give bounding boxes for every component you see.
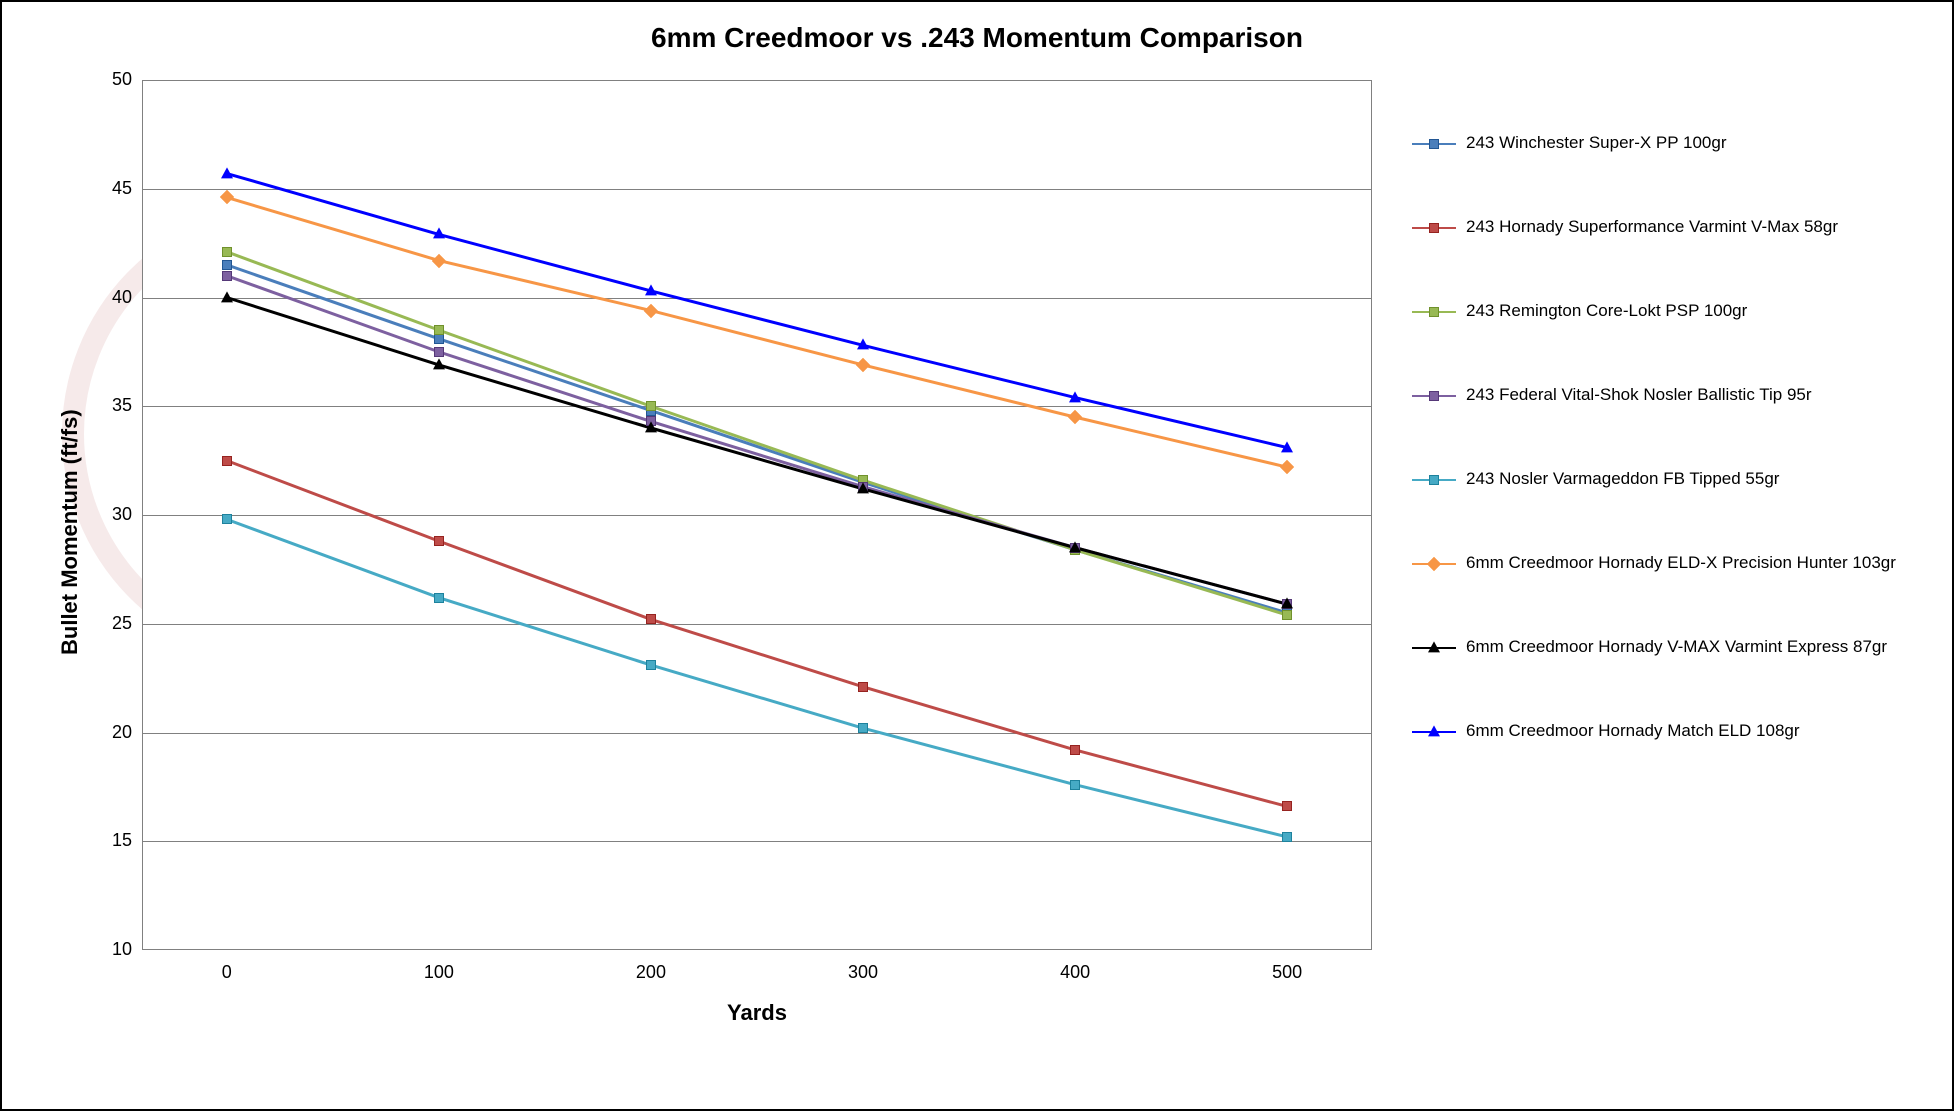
legend-item: 243 Winchester Super-X PP 100gr: [1412, 132, 1896, 154]
series-line: [227, 276, 1287, 604]
data-point: [645, 421, 657, 432]
x-tick-label: 400: [1045, 962, 1105, 983]
y-tick-label: 45: [92, 178, 132, 199]
data-point: [222, 271, 232, 281]
legend-label: 243 Hornady Superformance Varmint V-Max …: [1466, 216, 1838, 237]
data-point: [1281, 598, 1293, 609]
legend-item: 243 Federal Vital-Shok Nosler Ballistic …: [1412, 384, 1896, 406]
data-point: [433, 228, 445, 239]
legend-marker: [1412, 218, 1456, 238]
legend-label: 243 Remington Core-Lokt PSP 100gr: [1466, 300, 1747, 321]
data-point: [434, 593, 444, 603]
data-point: [646, 401, 656, 411]
y-axis-title: Bullet Momentum (ft/fs): [57, 409, 83, 655]
data-point: [646, 614, 656, 624]
x-tick-label: 200: [621, 962, 681, 983]
data-point: [1281, 441, 1293, 452]
y-tick-label: 30: [92, 504, 132, 525]
data-point: [857, 339, 869, 350]
legend-item: 243 Remington Core-Lokt PSP 100gr: [1412, 300, 1896, 322]
data-point: [646, 660, 656, 670]
x-axis-title: Yards: [142, 1000, 1372, 1026]
legend-marker: [1412, 722, 1456, 742]
data-point: [221, 291, 233, 302]
data-point: [1070, 745, 1080, 755]
plot-area: [142, 80, 1372, 950]
legend-marker: [1412, 134, 1456, 154]
legend-label: 6mm Creedmoor Hornady ELD-X Precision Hu…: [1466, 552, 1896, 573]
data-point: [645, 284, 657, 295]
data-point: [1282, 801, 1292, 811]
legend-label: 6mm Creedmoor Hornady Match ELD 108gr: [1466, 720, 1800, 741]
legend-label: 243 Federal Vital-Shok Nosler Ballistic …: [1466, 384, 1812, 405]
legend-marker: [1412, 386, 1456, 406]
data-point: [222, 260, 232, 270]
x-tick-label: 500: [1257, 962, 1317, 983]
data-point: [1069, 391, 1081, 402]
legend-item: 243 Hornady Superformance Varmint V-Max …: [1412, 216, 1896, 238]
x-tick-label: 300: [833, 962, 893, 983]
legend-item: 6mm Creedmoor Hornady V-MAX Varmint Expr…: [1412, 636, 1896, 658]
chart-container: 6mm Creedmoor vs .243 Momentum Compariso…: [0, 0, 1954, 1111]
y-tick-label: 20: [92, 722, 132, 743]
y-tick-label: 40: [92, 287, 132, 308]
legend-marker: [1412, 470, 1456, 490]
data-point: [222, 456, 232, 466]
legend: 243 Winchester Super-X PP 100gr 243 Horna…: [1412, 132, 1896, 804]
legend-marker: [1412, 302, 1456, 322]
legend-item: 6mm Creedmoor Hornady Match ELD 108gr: [1412, 720, 1896, 742]
data-point: [434, 347, 444, 357]
legend-item: 243 Nosler Varmageddon FB Tipped 55gr: [1412, 468, 1896, 490]
data-point: [858, 723, 868, 733]
chart-title: 6mm Creedmoor vs .243 Momentum Compariso…: [2, 22, 1952, 54]
x-tick-label: 100: [409, 962, 469, 983]
legend-label: 243 Winchester Super-X PP 100gr: [1466, 132, 1727, 153]
data-point: [433, 358, 445, 369]
legend-item: 6mm Creedmoor Hornady ELD-X Precision Hu…: [1412, 552, 1896, 574]
y-tick-label: 25: [92, 613, 132, 634]
data-point: [222, 247, 232, 257]
data-point: [858, 682, 868, 692]
data-point: [434, 536, 444, 546]
legend-marker: [1412, 638, 1456, 658]
data-point: [1070, 780, 1080, 790]
legend-marker: [1412, 554, 1456, 574]
legend-label: 6mm Creedmoor Hornady V-MAX Varmint Expr…: [1466, 636, 1887, 657]
series-line: [227, 298, 1287, 605]
y-tick-label: 10: [92, 939, 132, 960]
series-lines: [142, 80, 1372, 950]
data-point: [434, 325, 444, 335]
y-tick-label: 50: [92, 69, 132, 90]
y-tick-label: 15: [92, 830, 132, 851]
data-point: [1069, 541, 1081, 552]
data-point: [1282, 610, 1292, 620]
data-point: [221, 167, 233, 178]
data-point: [857, 482, 869, 493]
series-line: [227, 461, 1287, 807]
data-point: [222, 514, 232, 524]
x-tick-label: 0: [197, 962, 257, 983]
data-point: [1282, 832, 1292, 842]
y-tick-label: 35: [92, 395, 132, 416]
data-point: [434, 334, 444, 344]
legend-label: 243 Nosler Varmageddon FB Tipped 55gr: [1466, 468, 1779, 489]
